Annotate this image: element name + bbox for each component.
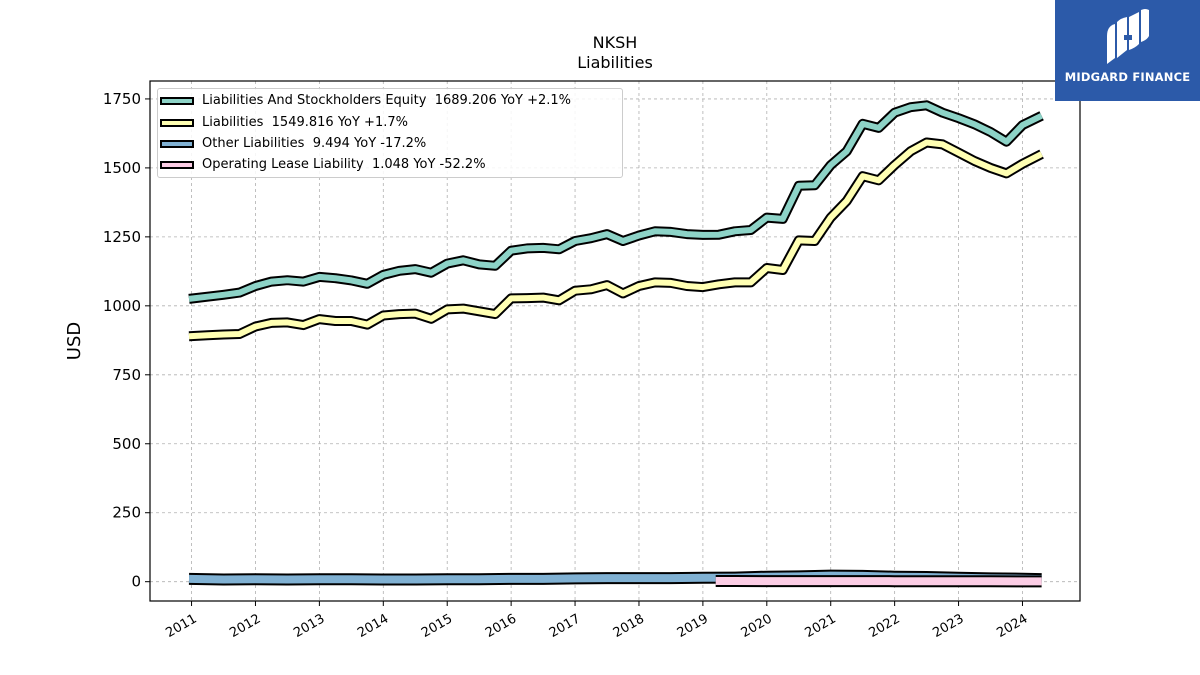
y-tick-label: 1000 [103, 297, 141, 315]
x-tick-label: 2015 [419, 611, 455, 641]
legend-swatch-other-liabilities [160, 139, 194, 148]
x-tick-label: 2011 [163, 611, 199, 641]
logo-mark-icon [1107, 9, 1149, 64]
y-tick-label: 1750 [103, 90, 141, 108]
legend-item-equity: Liabilities And Stockholders Equity 1689… [158, 92, 571, 109]
x-tick-label: 2022 [866, 611, 902, 641]
x-tick-label: 2023 [930, 611, 966, 641]
x-tick-label: 2012 [227, 611, 263, 641]
y-tick-label: 250 [112, 504, 141, 522]
logo-text: MIDGARD FINANCE [1064, 70, 1191, 84]
legend-label-operating-lease: Operating Lease Liability 1.048 YoY -52.… [202, 157, 486, 172]
x-axis: 2011 2012 2013 2014 2015 2016 2017 2018 2019 2020… [163, 601, 1030, 641]
y-tick-label: 500 [112, 435, 141, 453]
legend-item-operating-lease: Operating Lease Liability 1.048 YoY -52.… [158, 156, 486, 173]
x-tick-label: 2024 [994, 611, 1030, 641]
legend-swatch-operating-lease [160, 160, 194, 169]
legend-item-other-liabilities: Other Liabilities 9.494 YoY -17.2% [158, 135, 426, 152]
chart-title: NKSH [593, 33, 638, 52]
legend-label-equity: Liabilities And Stockholders Equity 1689… [202, 93, 572, 108]
x-tick-label: 2021 [803, 611, 839, 641]
x-tick-label: 2017 [547, 611, 583, 641]
x-tick-label: 2013 [291, 611, 327, 641]
legend-swatch-equity [160, 96, 194, 105]
brand-logo: MIDGARD FINANCE [1055, 0, 1200, 101]
legend-label-liabilities: Liabilities 1549.816 YoY +1.7% [202, 115, 408, 130]
x-tick-label: 2018 [611, 611, 647, 641]
y-axis-label: USD [64, 322, 85, 360]
x-tick-label: 2016 [483, 611, 519, 641]
series-group [188, 100, 1044, 588]
chart-subtitle: Liabilities [577, 53, 653, 72]
legend-swatch-liabilities [160, 118, 194, 127]
legend-item-liabilities: Liabilities 1549.816 YoY +1.7% [158, 114, 408, 131]
x-tick-label: 2019 [675, 611, 711, 641]
y-tick-label: 1500 [103, 159, 141, 177]
y-tick-label: 0 [131, 573, 141, 591]
legend: Liabilities And Stockholders Equity 1689… [157, 88, 623, 178]
y-tick-label: 750 [112, 366, 141, 384]
x-tick-label: 2020 [739, 611, 775, 641]
legend-label-other-liabilities: Other Liabilities 9.494 YoY -17.2% [202, 136, 427, 151]
y-axis: 0 250 500 750 1000 1250 1500 1750 [103, 90, 150, 591]
plot-frame [149, 80, 1081, 602]
series-liabilities-line [188, 139, 1043, 340]
series-liabilities-and-stockholders-equity-line [188, 102, 1043, 302]
y-tick-label: 1250 [103, 228, 141, 246]
x-tick-label: 2014 [355, 611, 391, 641]
